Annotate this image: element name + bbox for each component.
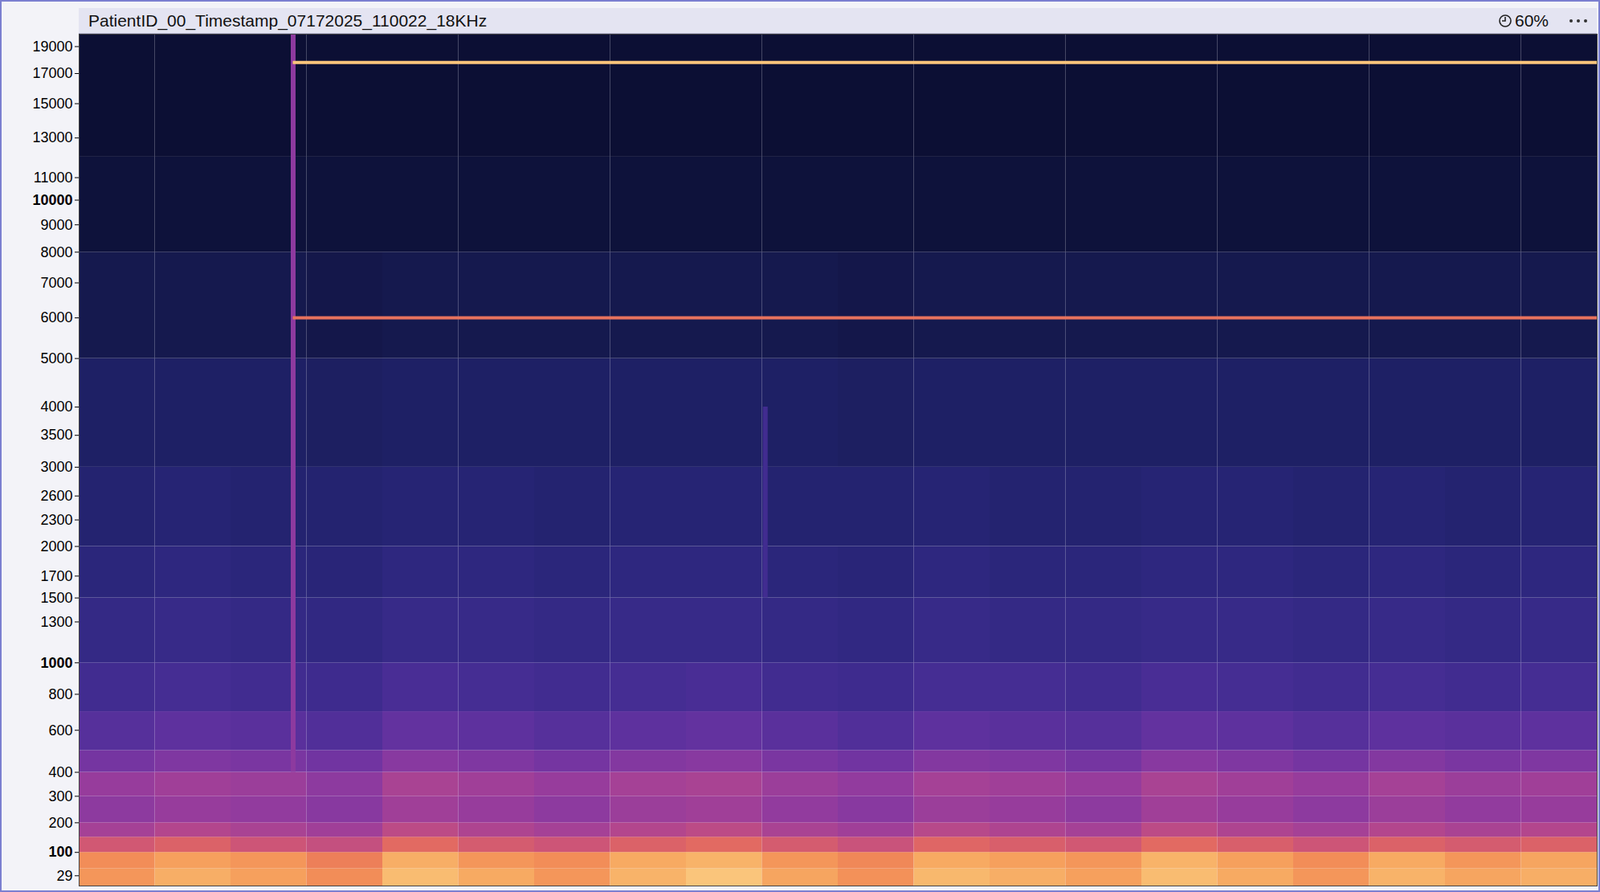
svg-text:13000: 13000 xyxy=(32,129,73,146)
svg-text:15000: 15000 xyxy=(32,95,73,112)
svg-text:3000: 3000 xyxy=(40,458,73,475)
svg-text:6000: 6000 xyxy=(40,309,73,326)
svg-text:600: 600 xyxy=(48,722,73,739)
svg-text:2600: 2600 xyxy=(40,487,73,504)
svg-text:1000: 1000 xyxy=(40,654,73,671)
svg-text:200: 200 xyxy=(48,814,73,831)
svg-text:2000: 2000 xyxy=(40,538,73,555)
svg-text:1500: 1500 xyxy=(40,589,73,606)
svg-text:29: 29 xyxy=(56,867,73,884)
svg-text:1700: 1700 xyxy=(40,567,73,584)
svg-text:4000: 4000 xyxy=(40,398,73,415)
svg-text:7000: 7000 xyxy=(40,274,73,291)
svg-text:800: 800 xyxy=(48,685,73,703)
html-text:PatientID_00_Timestamp_0717202: PatientID_00_Timestamp_07172025_110022_1… xyxy=(88,10,487,30)
svg-text:5000: 5000 xyxy=(40,350,73,367)
svg-text:11000: 11000 xyxy=(33,169,74,186)
svg-text:3500: 3500 xyxy=(40,426,73,443)
svg-text:10000: 10000 xyxy=(32,191,73,209)
svg-text:100: 100 xyxy=(48,843,73,860)
svg-text:19000: 19000 xyxy=(32,38,73,55)
svg-text:300: 300 xyxy=(48,787,73,805)
svg-text:400: 400 xyxy=(48,763,73,780)
svg-text:1300: 1300 xyxy=(40,613,73,630)
svg-text:2300: 2300 xyxy=(40,511,73,528)
svg-text:17000: 17000 xyxy=(32,65,73,82)
svg-text:8000: 8000 xyxy=(40,244,73,261)
svg-text:9000: 9000 xyxy=(40,216,73,233)
html-text:60%: 60% xyxy=(1514,10,1549,30)
